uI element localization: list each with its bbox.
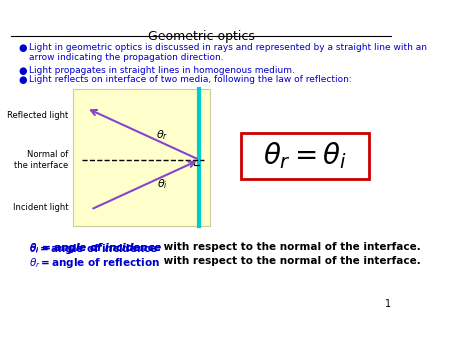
Text: 1: 1 (385, 299, 391, 309)
Text: Light reflects on interface of two media, following the law of reflection:: Light reflects on interface of two media… (29, 75, 351, 84)
Text: $\theta_r$: $\theta_r$ (156, 128, 168, 142)
Text: $\theta_i$ = angle of incidence: $\theta_i$ = angle of incidence (29, 241, 162, 255)
Text: Reflected light: Reflected light (7, 111, 68, 120)
Bar (241, 133, 369, 179)
Text: Light propagates in straight lines in homogenous medium.: Light propagates in straight lines in ho… (29, 66, 295, 75)
Text: Light in geometric optics is discussed in rays and represented by a straight lin: Light in geometric optics is discussed i… (29, 43, 427, 62)
Text: $\theta_r = \theta_i$: $\theta_r = \theta_i$ (263, 140, 347, 171)
Text: Incident light: Incident light (13, 203, 68, 212)
Text: $\theta_i$: $\theta_i$ (157, 178, 168, 191)
Text: ●: ● (18, 43, 27, 53)
Text: with respect to the normal of the interface.: with respect to the normal of the interf… (160, 257, 420, 266)
Text: $\theta_i$ = angle of incidence: $\theta_i$ = angle of incidence (29, 241, 162, 255)
Text: with respect to the normal of the interface.: with respect to the normal of the interf… (160, 242, 420, 252)
Text: $\theta_r$$\bf{ = angle\ of\ reflection}$: $\theta_r$$\bf{ = angle\ of\ reflection}… (29, 257, 160, 270)
Text: ●: ● (18, 75, 27, 86)
Text: $\theta_i$$\bf{ = angle\ of\ incidence}$: $\theta_i$$\bf{ = angle\ of\ incidence}$ (29, 242, 158, 256)
Text: Geometric optics: Geometric optics (148, 30, 255, 43)
Text: Normal of
the interface: Normal of the interface (14, 150, 68, 170)
Text: ●: ● (18, 66, 27, 76)
Bar (73, 89, 210, 225)
